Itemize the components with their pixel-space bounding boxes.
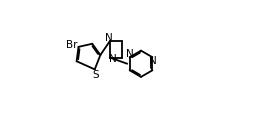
Text: N: N: [126, 49, 134, 59]
Text: S: S: [93, 70, 99, 80]
Text: N: N: [109, 54, 116, 64]
Text: N: N: [105, 34, 113, 43]
Text: N: N: [149, 56, 157, 66]
Text: Br: Br: [66, 40, 77, 50]
